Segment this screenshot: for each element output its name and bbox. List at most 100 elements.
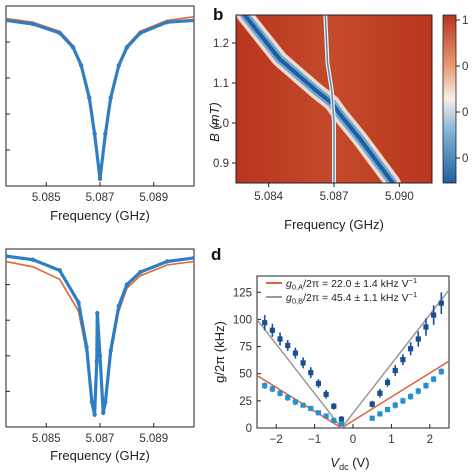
panel-d-data-point xyxy=(415,388,421,394)
panel-d-x-label: Vdc (V) xyxy=(330,455,369,472)
panel-a-frame xyxy=(5,5,195,187)
panel-d-data-point xyxy=(392,402,398,408)
panel-d-data-point xyxy=(377,390,383,396)
panel-d-data-point xyxy=(423,324,429,330)
panel-d-data-point xyxy=(300,360,306,366)
c-data-point xyxy=(92,412,97,417)
panel-d-fit-line-0 xyxy=(257,360,449,428)
panel-d-data-point xyxy=(438,368,444,375)
panel-d-x-tick-label: 1 xyxy=(388,434,394,446)
c-data-point xyxy=(84,344,89,350)
panel-d-y-tick-label: 0 xyxy=(246,423,252,435)
panel-d-x-ticks: −2 −1 0 1 2 xyxy=(270,424,433,446)
panel-b-y-tick-label: 1.1 xyxy=(213,78,229,90)
panel-d-fit-line-1 xyxy=(257,289,449,428)
panel-b-x-ticks: 5.084 5.087 5.090 xyxy=(254,183,414,203)
c-data-point xyxy=(138,269,143,275)
panel-d-data-point xyxy=(400,357,406,363)
panel-d-data-point xyxy=(300,402,306,408)
c-data-point xyxy=(191,255,194,261)
a-data-point xyxy=(164,20,170,25)
c-data-point xyxy=(95,310,100,316)
panel-d-data-point xyxy=(331,417,337,423)
a-data-point xyxy=(138,30,143,36)
panel-d-data-point xyxy=(269,386,275,392)
panel-d-data-point xyxy=(323,391,329,397)
c-data-point xyxy=(57,268,62,273)
panel-b-x-tick-label: 5.087 xyxy=(320,191,349,203)
c-data-point xyxy=(108,348,113,353)
panel-d-y-label: g/2π (kHz) xyxy=(212,321,227,383)
a-data-point xyxy=(79,63,84,68)
panel-d-data-point xyxy=(269,327,275,333)
panel-a-x-label: Frequency (GHz) xyxy=(50,208,150,223)
panel-d-data-point xyxy=(369,401,375,407)
c-data-point xyxy=(164,259,170,264)
c-x-tick-label: 5.087 xyxy=(86,433,115,445)
a-data-point xyxy=(97,176,103,181)
heatmap-image xyxy=(236,15,432,183)
c-series-line-1 xyxy=(6,254,194,417)
panel-d-data-point xyxy=(384,406,391,413)
panel-d-data-point xyxy=(400,398,406,404)
panel-d-data-point xyxy=(338,421,345,427)
panel-b-y-tick-label: 1.0 xyxy=(213,118,229,130)
panel-b-y-ticks: 0.9 1.0 1.1 1.2 xyxy=(213,38,236,170)
a-data-point xyxy=(30,21,36,27)
panel-b-x-label: Frequency (GHz) xyxy=(284,217,384,232)
c-data-point xyxy=(116,303,122,309)
c-data-point xyxy=(124,282,130,287)
panel-d-data-point xyxy=(377,411,383,417)
a-data-point xyxy=(124,45,130,50)
c-x-tick-label: 5.085 xyxy=(32,433,61,445)
panel-d-data-point xyxy=(277,390,283,396)
panel-d-y-tick-label: 125 xyxy=(233,287,252,299)
a-series-line-0 xyxy=(6,16,194,178)
c-data-point xyxy=(94,358,99,364)
panel-d-data-point xyxy=(315,380,322,387)
panel-d-y-tick-label: 100 xyxy=(233,314,252,326)
c-data-point xyxy=(103,399,108,405)
c-data-point xyxy=(30,257,36,262)
panel-d-data-point xyxy=(423,383,429,389)
panel-c-y-ticks xyxy=(6,284,10,392)
panel-d-data-point xyxy=(285,342,291,349)
panel-d-data-point xyxy=(415,336,421,342)
a-data-point xyxy=(92,131,97,136)
a-data-point xyxy=(57,30,62,36)
legend-entry: g0,A/2π = 22.0 ± 1.4 kHz V−1 xyxy=(286,276,417,292)
panel-b: b 0.9 1.0 1.1 1.2 5.084 5.087 5.090 Frequency… xyxy=(207,5,468,232)
c-data-point xyxy=(6,253,9,259)
panel-d-data-point xyxy=(308,405,314,412)
a-data-point xyxy=(6,18,9,23)
a-x-tick-label: 5.089 xyxy=(139,192,168,204)
a-data-point xyxy=(70,45,76,50)
a-data-point xyxy=(191,18,194,23)
panel-d-plot xyxy=(257,289,449,428)
colorbar-ticks: 1 0 0 0 xyxy=(456,15,468,165)
panel-d-data-point xyxy=(338,416,345,422)
panel-d-data-point xyxy=(285,395,291,401)
panel-d-data-point xyxy=(408,346,414,352)
panel-d-data-point xyxy=(431,376,437,382)
panel-d-x-tick-label: 0 xyxy=(350,434,356,446)
panel-b-y-label: B (mT) xyxy=(207,102,222,142)
c-data-point xyxy=(101,410,106,415)
panel-b-x-tick-label: 5.084 xyxy=(254,191,283,203)
panel-d-data-point xyxy=(292,399,298,405)
panel-d-x-tick-label: −1 xyxy=(308,434,321,446)
panel-c-series xyxy=(6,253,194,418)
panel-d-label: d xyxy=(211,245,221,264)
panel-d-x-tick-label: −2 xyxy=(270,434,283,446)
panel-d-data-point xyxy=(408,393,414,400)
c-data-point xyxy=(89,399,95,405)
panel-d-data-point xyxy=(384,379,391,385)
panel-d-y-tick-label: 75 xyxy=(239,342,252,354)
panel-b-y-tick-label: 0.9 xyxy=(213,158,229,170)
a-x-tick-label: 5.087 xyxy=(86,192,115,204)
c-data-point xyxy=(76,300,81,305)
panel-b-x-tick-label: 5.090 xyxy=(385,191,414,203)
panel-b-label: b xyxy=(213,5,223,24)
panel-a-series xyxy=(6,16,194,181)
